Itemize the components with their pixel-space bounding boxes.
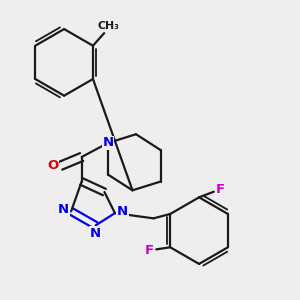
Text: CH₃: CH₃ xyxy=(98,21,119,31)
Text: F: F xyxy=(216,183,225,196)
Text: O: O xyxy=(47,159,58,172)
Text: F: F xyxy=(145,244,154,257)
Text: N: N xyxy=(117,205,128,218)
Text: N: N xyxy=(58,203,69,216)
Text: N: N xyxy=(102,136,113,149)
Text: N: N xyxy=(90,226,101,240)
